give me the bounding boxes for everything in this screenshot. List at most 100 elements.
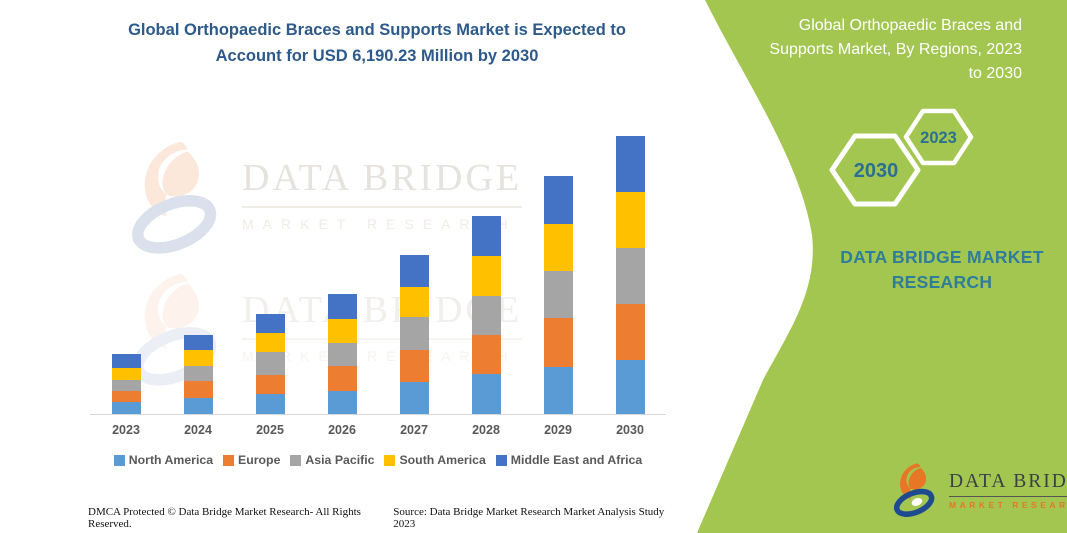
stacked-bar-2026 xyxy=(327,294,357,414)
segment-2023-south-america xyxy=(111,367,141,380)
segment-2029-middle-east-and-africa xyxy=(543,175,573,225)
x-axis-label-2026: 2026 xyxy=(328,423,356,437)
segment-2029-europe xyxy=(543,318,573,367)
segment-2027-south-america xyxy=(399,287,429,318)
bar-column-2025 xyxy=(234,136,306,414)
watermark-brand-text: DATA BRIDGE xyxy=(242,156,523,208)
stacked-bar-2023 xyxy=(111,353,141,414)
legend-swatch-icon xyxy=(113,454,125,466)
segment-2023-asia-pacific xyxy=(111,379,141,392)
segment-2027-asia-pacific xyxy=(399,317,429,351)
segment-2025-south-america xyxy=(255,333,285,352)
segment-2027-europe xyxy=(399,350,429,383)
stacked-bar-2029 xyxy=(543,175,573,414)
chart-legend: North America Europe Asia Pacific South Ame… xyxy=(88,453,668,467)
legend-swatch-icon xyxy=(384,454,396,466)
panel-brand-line1: DATA BRIDGE MARKET xyxy=(840,247,1044,267)
segment-2025-europe xyxy=(255,374,285,394)
hexagon-2023 xyxy=(903,108,974,166)
watermark-sub-text: MARKET RESEARCH xyxy=(242,216,517,232)
hexagon-2023-label: 2023 xyxy=(920,129,957,147)
segment-2024-north-america xyxy=(183,398,213,414)
legend-item-asia-pacific: Asia Pacific xyxy=(290,453,374,467)
watermark-logo: DATA BRIDGE MARKET RESEARCH xyxy=(130,140,523,255)
segment-2028-north-america xyxy=(471,373,501,414)
segment-2025-north-america xyxy=(255,393,285,414)
x-axis-label-2025: 2025 xyxy=(256,423,284,437)
segment-2024-asia-pacific xyxy=(183,365,213,381)
bar-column-2027 xyxy=(378,136,450,414)
hexagon-2030 xyxy=(829,133,921,207)
bar-column-2026 xyxy=(306,136,378,414)
page-title-line2: Account for USD 6,190.23 Million by 2030 xyxy=(215,46,539,65)
segment-2029-south-america xyxy=(543,224,573,271)
footer-dmca-text: DMCA Protected © Data Bridge Market Rese… xyxy=(88,506,361,530)
stacked-bar-2027 xyxy=(399,254,429,414)
legend-swatch-icon xyxy=(495,454,507,466)
panel-heading: Global Orthopaedic Braces and Supports M… xyxy=(712,14,1022,86)
segment-2030-north-america xyxy=(615,359,645,414)
logo-brand-text: DATA BRIDGE xyxy=(949,471,1067,497)
legend-item-middle-east-and-africa: Middle East and Africa xyxy=(495,453,643,467)
bar-column-2028 xyxy=(450,136,522,414)
x-axis-label-2027: 2027 xyxy=(400,423,428,437)
panel-heading-line3: to 2030 xyxy=(968,65,1022,82)
watermark-sub-text: MARKET RESEARCH xyxy=(242,348,517,364)
segment-2030-asia-pacific xyxy=(615,248,645,305)
segment-2023-europe xyxy=(111,391,141,403)
segment-2025-asia-pacific xyxy=(255,351,285,375)
panel-heading-line1: Global Orthopaedic Braces and xyxy=(798,17,1022,34)
legend-label: North America xyxy=(128,453,214,467)
bar-column-2023 xyxy=(90,136,162,414)
legend-label: Middle East and Africa xyxy=(510,453,643,467)
segment-2030-middle-east-and-africa xyxy=(615,136,645,192)
segment-2030-south-america xyxy=(615,191,645,249)
x-axis-label-2029: 2029 xyxy=(544,423,572,437)
x-axis-labels: 2023 2024 2025 2026 2027 2028 2029 2030 xyxy=(90,423,666,437)
x-axis-line xyxy=(90,414,666,415)
footer: DMCA Protected © Data Bridge Market Rese… xyxy=(88,506,676,530)
segment-2028-middle-east-and-africa xyxy=(471,215,501,257)
segment-2026-europe xyxy=(327,366,357,391)
segment-2024-europe xyxy=(183,380,213,399)
legend-label: South America xyxy=(399,453,486,467)
logo-sub-text: MARKET RESEARCH xyxy=(949,499,1067,510)
segment-2024-south-america xyxy=(183,349,213,366)
x-axis-label-2023: 2023 xyxy=(112,423,140,437)
legend-swatch-icon xyxy=(290,454,302,466)
company-logo: DATA BRIDGE MARKET RESEARCH xyxy=(893,462,1067,518)
stacked-bar-chart: 2023 2024 2025 2026 2027 2028 2029 2030 xyxy=(90,136,666,437)
bar-column-2030 xyxy=(594,136,666,414)
bar-column-2029 xyxy=(522,136,594,414)
stacked-bar-2025 xyxy=(255,314,285,414)
segment-2023-middle-east-and-africa xyxy=(111,353,141,368)
segment-2024-middle-east-and-africa xyxy=(183,335,213,350)
legend-item-north-america: North America xyxy=(113,453,214,467)
legend-label: Asia Pacific xyxy=(305,453,375,467)
segment-2028-asia-pacific xyxy=(471,296,501,336)
panel-brand-line2: RESEARCH xyxy=(891,272,993,293)
stacked-bar-2030 xyxy=(615,136,645,414)
segment-2029-asia-pacific xyxy=(543,270,573,319)
hexagon-2030-label: 2030 xyxy=(854,160,899,182)
page-title: Global Orthopaedic Braces and Supports M… xyxy=(88,18,666,69)
bar-column-2024 xyxy=(162,136,234,414)
segment-2027-north-america xyxy=(399,382,429,414)
segment-2029-north-america xyxy=(543,366,573,414)
x-axis-label-2028: 2028 xyxy=(472,423,500,437)
page-title-line1: Global Orthopaedic Braces and Supports M… xyxy=(128,21,626,39)
segment-2028-south-america xyxy=(471,256,501,297)
segment-2030-europe xyxy=(615,304,645,360)
stacked-bar-2028 xyxy=(471,215,501,414)
segment-2025-middle-east-and-africa xyxy=(255,314,285,334)
year-hexagons: 2030 2023 xyxy=(829,108,974,207)
x-axis-label-2030: 2030 xyxy=(616,423,644,437)
plot-area xyxy=(90,136,666,414)
x-axis-label-2024: 2024 xyxy=(184,423,212,437)
legend-label: Europe xyxy=(238,453,281,467)
legend-item-europe: Europe xyxy=(223,453,280,467)
segment-2026-south-america xyxy=(327,319,357,343)
panel-heading-line2: Supports Market, By Regions, 2023 xyxy=(769,41,1022,58)
